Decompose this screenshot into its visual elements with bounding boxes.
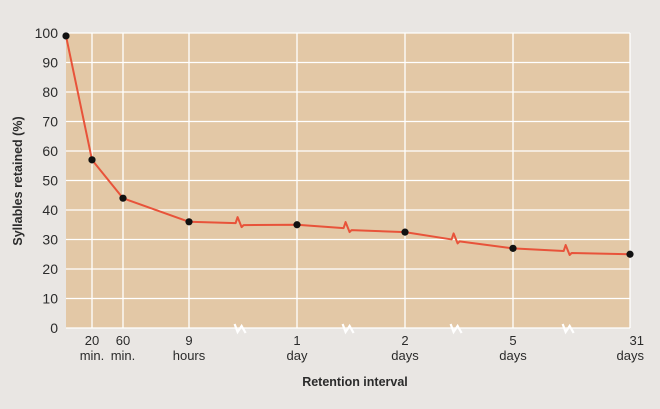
x-axis-break-mark [341, 323, 355, 335]
x-axis-title: Retention interval [302, 375, 408, 389]
data-point [401, 228, 409, 236]
x-tick-label-unit: days [391, 348, 419, 363]
x-tick-label-unit: min. [111, 348, 136, 363]
y-tick-label: 50 [42, 173, 58, 189]
y-tick-label: 90 [42, 55, 58, 71]
x-tick-label-value: 9 [185, 333, 192, 348]
x-tick-label-value: 60 [116, 333, 130, 348]
data-point [293, 221, 301, 229]
data-point [62, 32, 70, 40]
series-line [65, 35, 631, 257]
x-tick-label-value: 5 [509, 333, 516, 348]
y-tick-label: 70 [42, 114, 58, 130]
data-point [626, 250, 634, 258]
data-points [62, 32, 634, 258]
data-point [119, 194, 127, 202]
x-tick-label-unit: day [287, 348, 308, 363]
x-axis-break-mark [233, 323, 247, 335]
y-tick-label: 0 [50, 320, 58, 336]
x-tick-label-unit: hours [173, 348, 206, 363]
x-tick-label-value: 2 [401, 333, 408, 348]
y-tick-label: 40 [42, 202, 58, 218]
x-tick-label-unit: days [499, 348, 527, 363]
axis-break-marks [233, 323, 575, 335]
x-tick-label-value: 1 [293, 333, 300, 348]
x-tick-label-unit: min. [80, 348, 105, 363]
y-tick-label: 100 [35, 25, 59, 41]
x-axis-break-mark [449, 323, 463, 335]
y-tick-label: 10 [42, 291, 58, 307]
x-axis-break-mark [561, 323, 575, 335]
x-tick-label-value: 31 [630, 333, 644, 348]
y-axis-title: Syllables retained (%) [11, 116, 25, 245]
data-point [88, 156, 96, 164]
y-tick-labels: 0 10 20 30 40 50 60 70 80 90 100 [35, 25, 59, 336]
x-tick-label-value: 20 [85, 333, 99, 348]
gridlines [66, 32, 631, 329]
y-tick-label: 20 [42, 261, 58, 277]
data-point [509, 244, 517, 252]
y-tick-label: 60 [42, 143, 58, 159]
x-tick-label-unit: days [617, 348, 645, 363]
y-tick-label: 80 [42, 84, 58, 100]
data-point [185, 218, 193, 226]
y-tick-label: 30 [42, 232, 58, 248]
